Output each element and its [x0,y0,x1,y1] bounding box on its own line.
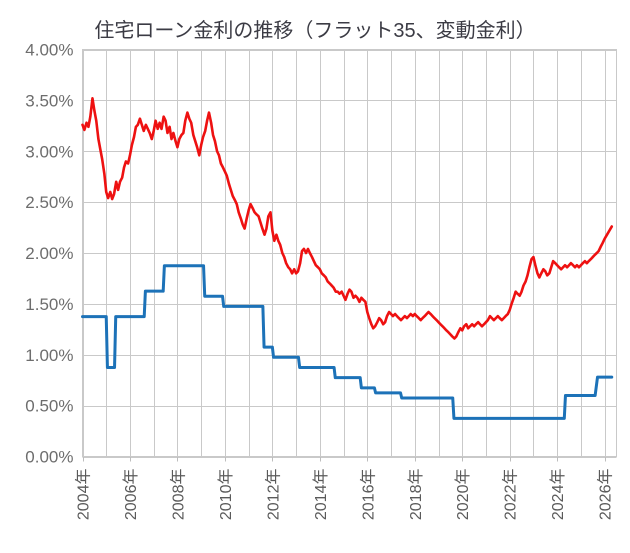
y-axis-tick-label: 0.50% [25,397,73,416]
chart-title: 住宅ローン金利の推移（フラット35、変動金利） [94,20,536,42]
tickmarks-group [83,456,606,462]
y-axis-labels: 0.00% 0.50% 1.00% 1.50% 2.00% 2.50% 3.00% 3.50%… [25,41,73,467]
x-axis-tick-label: 2010年 [217,469,235,521]
x-axis-tick-label: 2022年 [502,469,520,521]
series-group [81,97,614,420]
y-axis-tick-label: 4.00% [25,41,73,60]
y-axis-tick-label: 0.00% [25,448,73,467]
series-line-flat35 [81,97,614,340]
x-axis-tick-label: 2026年 [597,469,615,521]
x-axis-tick-label: 2018年 [407,469,425,521]
y-axis-tick-label: 3.00% [25,142,73,161]
y-axis-tick-label: 1.00% [25,346,73,365]
x-axis-tick-label: 2016年 [359,469,377,521]
y-axis-tick-label: 3.50% [25,91,73,110]
y-axis-tick-label: 2.50% [25,193,73,212]
plot-border [82,49,617,457]
x-axis-tick-label: 2020年 [454,469,472,521]
gridlines-group [82,49,617,458]
y-axis-tick-label: 2.00% [25,244,73,263]
y-axis-tick-label: 1.50% [25,295,73,314]
x-axis-labels: 2004年 2006年 2008年 2010年 2012年 2014年 2016年 2018年… [75,469,615,521]
x-axis-tick-label: 2008年 [169,469,187,521]
x-axis-tick-label: 2014年 [312,469,330,521]
x-axis-tick-label: 2012年 [264,469,282,521]
series-line-variable [81,264,614,420]
x-axis-tick-label: 2006年 [122,469,140,521]
x-axis-tick-label: 2004年 [75,469,93,521]
x-axis-tick-label: 2024年 [549,469,567,521]
